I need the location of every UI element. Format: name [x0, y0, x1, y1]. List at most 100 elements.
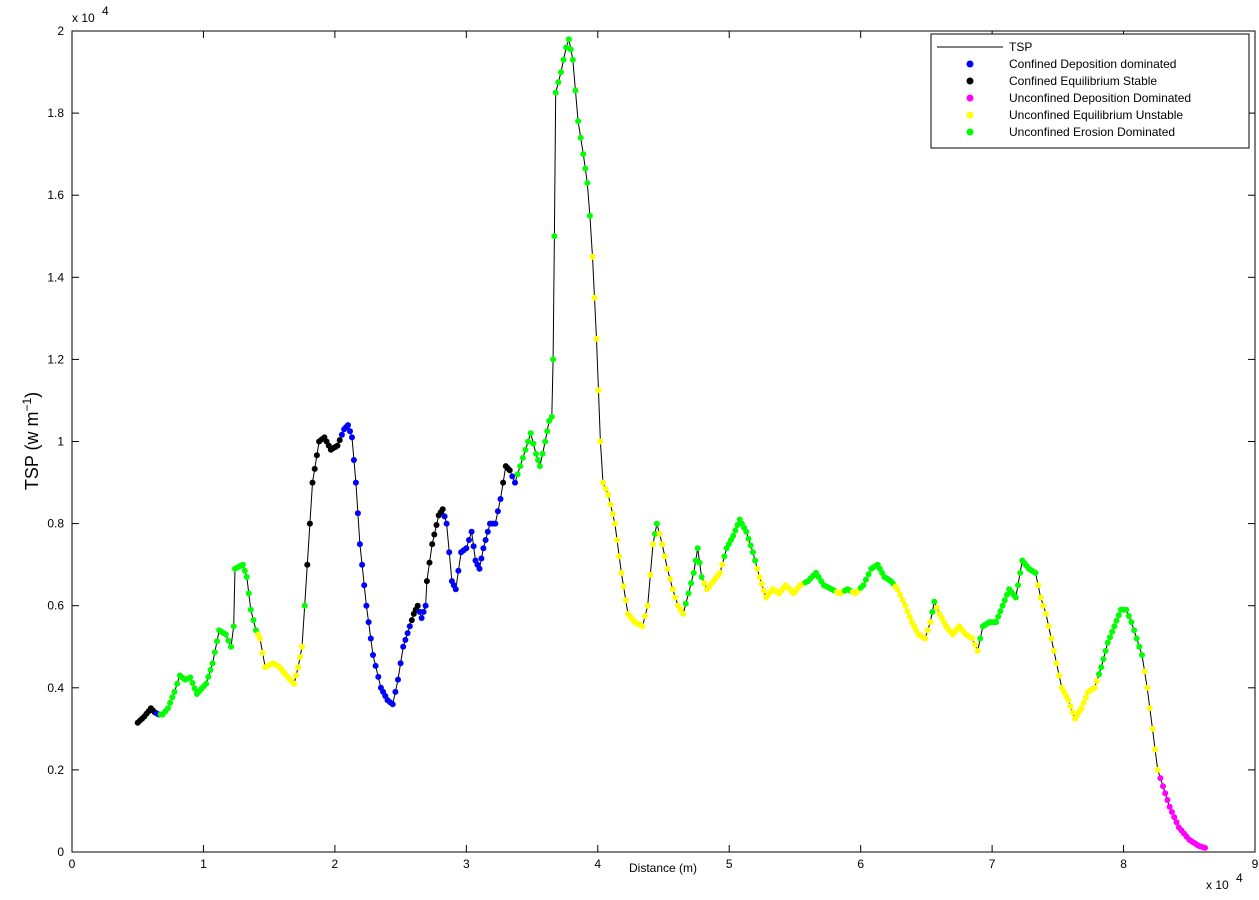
data-point-g: [228, 643, 234, 650]
data-point-y: [593, 335, 600, 342]
data-point-y: [717, 569, 723, 576]
data-point-g: [551, 233, 558, 240]
data-point-y: [650, 541, 656, 548]
data-point-y: [595, 387, 602, 394]
data-point-y: [600, 479, 606, 486]
data-point-b: [375, 673, 382, 680]
data-point-k: [506, 467, 513, 474]
data-point-g: [167, 699, 174, 706]
data-point-b: [480, 545, 487, 552]
x-exponent-label: x 10: [1206, 878, 1229, 892]
data-point-b: [476, 565, 483, 572]
data-point-y: [1080, 699, 1087, 706]
data-point-g: [993, 619, 1000, 626]
x-tick-label: 3: [463, 857, 470, 871]
data-point-g: [522, 446, 529, 453]
data-point-y: [295, 664, 302, 671]
data-point-g: [685, 590, 692, 597]
data-point-g: [558, 69, 564, 76]
data-point-y: [1048, 635, 1055, 642]
data-point-m: [1164, 797, 1171, 803]
data-point-b: [512, 479, 518, 486]
data-point-g: [652, 530, 658, 537]
data-point-g: [1131, 627, 1138, 634]
data-point-g: [743, 528, 750, 535]
data-point-y: [927, 619, 934, 626]
data-point-g: [580, 151, 587, 158]
data-point-b: [422, 602, 429, 609]
data-point-y: [591, 294, 598, 301]
data-point-g: [250, 617, 257, 624]
data-point-g: [995, 613, 1002, 620]
data-point-g: [536, 463, 543, 470]
data-point-y: [756, 574, 763, 580]
data-point-g: [749, 549, 756, 556]
data-point-b: [452, 586, 459, 593]
data-point-g: [563, 44, 570, 51]
data-point-y: [618, 569, 625, 576]
data-point-k: [429, 541, 436, 548]
data-point-g: [1017, 569, 1024, 576]
y-axis-label: TSP (w m−1): [20, 392, 42, 490]
data-point-b: [372, 662, 379, 669]
y-tick-label: 1.4: [47, 270, 64, 284]
data-point-g: [732, 527, 739, 534]
data-point-g: [575, 118, 582, 125]
y-tick-label: 1: [57, 435, 64, 449]
data-point-g: [205, 673, 212, 680]
x-axis-label: Distance (m): [629, 861, 697, 875]
x-tick-label: 1: [200, 857, 207, 871]
data-point-g: [544, 428, 551, 435]
data-point-k: [431, 531, 438, 538]
y-tick-label: 1.6: [47, 188, 64, 202]
data-point-k: [408, 617, 415, 624]
data-point-b: [404, 630, 411, 637]
data-point-y: [1082, 694, 1089, 701]
data-point-k: [433, 522, 440, 528]
x-tick-label: 5: [726, 857, 733, 871]
data-point-y: [719, 561, 726, 568]
data-point-m: [1173, 819, 1180, 826]
data-point-g: [1109, 628, 1116, 635]
data-point-k: [306, 520, 313, 527]
data-point-y: [754, 565, 761, 572]
data-point-g: [165, 705, 171, 712]
data-point-g: [525, 438, 532, 445]
data-point-g: [527, 430, 534, 437]
data-point-y: [933, 604, 940, 611]
data-point-y: [1050, 647, 1057, 654]
data-point-g: [1107, 634, 1113, 641]
data-point-y: [614, 537, 621, 543]
data-point-y: [642, 613, 649, 619]
data-point-b: [347, 428, 353, 435]
data-point-g: [1004, 591, 1010, 598]
legend-entry-label: Confined Equilibrium Stable: [1009, 74, 1157, 88]
x-tick-label: 9: [1252, 857, 1259, 871]
data-point-g: [555, 79, 562, 86]
data-point-y: [622, 597, 629, 604]
data-point-g: [586, 212, 593, 219]
data-point-g: [694, 545, 701, 552]
data-point-y: [922, 635, 929, 642]
legend-box: [930, 33, 1250, 149]
x-tick-label: 0: [69, 857, 76, 871]
data-point-y: [1154, 766, 1161, 773]
data-point-g: [1128, 619, 1135, 626]
data-point-b: [363, 602, 370, 609]
data-point-y: [257, 635, 263, 642]
legend-swatch-marker: [966, 77, 974, 85]
y-tick-label: 1.8: [47, 106, 64, 120]
data-point-b: [400, 643, 407, 650]
data-point-b: [492, 520, 499, 527]
data-point-b: [365, 619, 372, 626]
data-point-g: [1125, 613, 1132, 619]
x-tick-label: 7: [989, 857, 996, 871]
data-point-y: [639, 623, 646, 630]
data-point-y: [1035, 582, 1042, 589]
data-point-y: [667, 576, 674, 582]
data-point-y: [299, 643, 305, 650]
data-point-y: [1065, 697, 1072, 704]
data-point-y: [760, 587, 767, 594]
data-point-b: [350, 457, 357, 463]
